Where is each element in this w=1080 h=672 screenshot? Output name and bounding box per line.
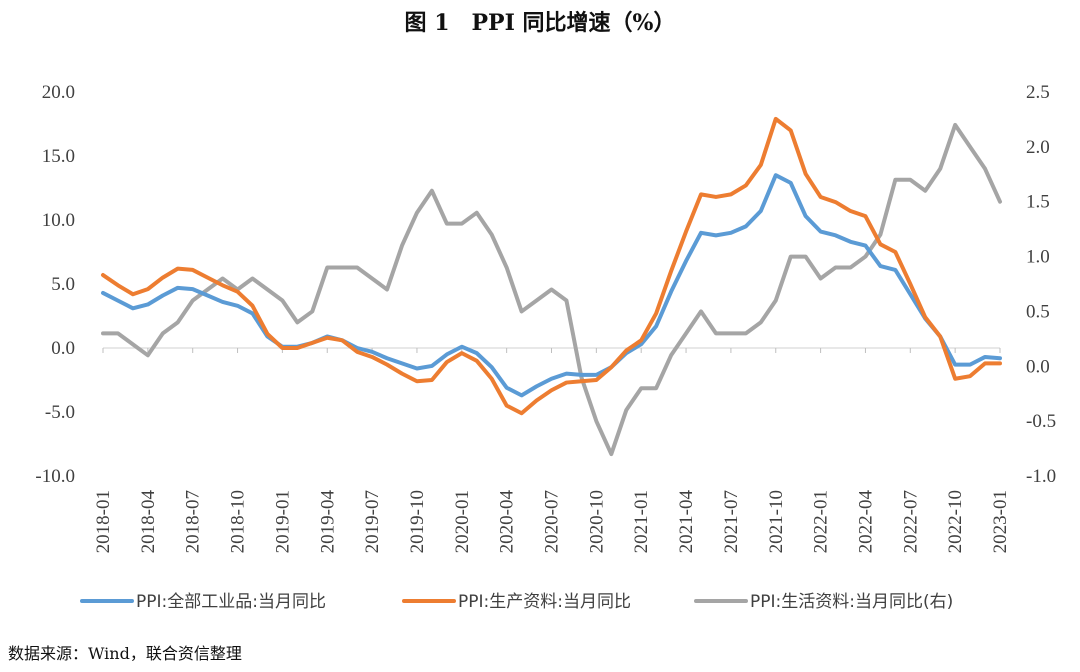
left-tick-label: 10.0 [42, 210, 75, 231]
legend-label-2: PPI:生产资料:当月同比 [458, 592, 631, 612]
x-tick-label: 2020-01 [452, 490, 473, 553]
x-tick-label: 2020-07 [542, 490, 563, 553]
x-tick-label: 2021-04 [676, 490, 697, 554]
x-tick-label: 2023-01 [990, 490, 1011, 553]
right-tick-label: -1.0 [1026, 466, 1056, 487]
x-tick-label: 2021-10 [766, 490, 787, 553]
right-tick-label: 2.5 [1026, 82, 1050, 103]
x-tick-label: 2022-04 [855, 490, 876, 554]
right-tick-label: -0.5 [1026, 411, 1056, 432]
x-tick-label: 2018-04 [138, 490, 159, 554]
series-line-1 [101, 173, 1002, 398]
left-tick-label: -10.0 [35, 466, 75, 487]
x-tick-label: 2019-04 [317, 490, 338, 554]
left-tick-label: 15.0 [42, 146, 75, 167]
axes: -10.0 -5.0 0.0 5.0 10.0 15.0 20.0 -1.0 -0.5 0.0 0.… [35, 82, 1056, 553]
legend: PPI:全部工业品:当月同比 PPI:生产资料:当月同比 PPI:生活资料:当月同比… [80, 592, 953, 612]
x-tick-label: 2019-01 [272, 490, 293, 553]
legend-label-3: PPI:生活资料:当月同比(右) [750, 592, 953, 612]
right-tick-label: 1.5 [1026, 192, 1050, 213]
x-tick-label: 2022-10 [945, 490, 966, 553]
x-tick-label: 2021-07 [721, 490, 742, 553]
x-tick-label: 2018-10 [228, 490, 249, 553]
x-tick-label: 2019-07 [362, 490, 383, 553]
series-line-2 [101, 116, 1002, 416]
x-tick-label: 2022-07 [900, 490, 921, 553]
x-tick-label: 2018-07 [183, 490, 204, 553]
left-tick-label: 20.0 [42, 82, 75, 103]
chart-title: 图 1 PPI 同比增速（%） [405, 10, 676, 36]
x-tick-label: 2022-01 [811, 490, 832, 553]
x-tick-label: 2020-10 [586, 490, 607, 553]
left-tick-label: 0.0 [51, 338, 75, 359]
right-tick-label: 2.0 [1026, 137, 1050, 158]
x-tick-label: 2020-04 [497, 490, 518, 554]
right-tick-label: 1.0 [1026, 247, 1050, 268]
source-note: 数据来源：Wind，联合资信整理 [8, 644, 242, 663]
left-tick-label: 5.0 [51, 274, 75, 295]
right-tick-label: 0.0 [1026, 356, 1050, 377]
x-tick-label: 2021-01 [631, 490, 652, 553]
left-tick-label: -5.0 [45, 402, 75, 423]
x-tick-label: 2018-01 [93, 490, 114, 553]
x-tick-label: 2019-10 [407, 490, 428, 553]
legend-label-1: PPI:全部工业品:当月同比 [136, 592, 326, 612]
right-tick-label: 0.5 [1026, 301, 1050, 322]
series-lines [101, 116, 1002, 457]
series-line-3 [101, 122, 1002, 457]
